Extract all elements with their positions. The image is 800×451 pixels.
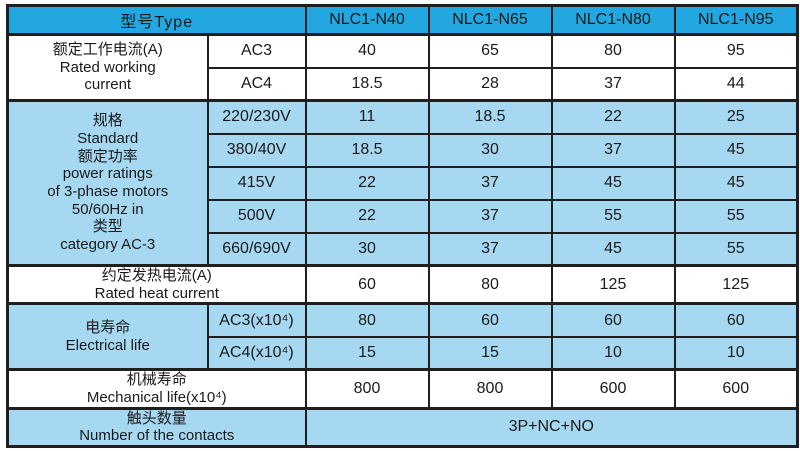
value-cell: 37 [427, 231, 553, 267]
value-cell: 800 [304, 368, 430, 410]
value-cell: 60 [304, 263, 430, 305]
rated-heat-current-row: 约定发热电流(A) Rated heat current 60 80 125 1… [6, 263, 799, 305]
value-cell: 600 [550, 368, 676, 410]
value-cell: 125 [550, 263, 676, 305]
ac4-x10-4-sublabel: AC4(x10⁴) [206, 335, 307, 371]
power-rating-380-40v-row: 380/40V 18.5 30 37 45 [8, 132, 799, 168]
contactor-spec-table: 型号Type NLC1-N40 NLC1-N65 NLC1-N80 NLC1-N… [6, 4, 800, 449]
value-cell: 55 [673, 198, 799, 234]
value-cell: 95 [673, 33, 799, 69]
value-cell: 40 [304, 33, 430, 69]
mechanical-life-label: 机械寿命 Mechanical life(x10⁴) [6, 368, 307, 410]
value-cell: 37 [427, 165, 553, 201]
value-cell: 18.5 [427, 99, 553, 135]
voltage-sublabel: 380/40V [206, 132, 307, 168]
value-cell: 80 [304, 302, 430, 338]
rated-working-current-label: 额定工作电流(A) Rated working current [6, 33, 209, 102]
voltage-sublabel: 415V [206, 165, 307, 201]
voltage-sublabel: 660/690V [206, 231, 307, 267]
value-cell: 45 [550, 165, 676, 201]
value-cell: 125 [673, 263, 799, 305]
voltage-sublabel: 220/230V [206, 99, 307, 135]
model-header-nlc1-n40: NLC1-N40 [304, 4, 430, 36]
contacts-label: 触头数量 Number of the contacts [6, 406, 307, 448]
contacts-row: 触头数量 Number of the contacts 3P+NC+NO [6, 406, 799, 448]
value-cell: 60 [427, 302, 553, 338]
value-cell: 11 [304, 99, 430, 135]
value-cell: 60 [550, 302, 676, 338]
value-cell: 37 [427, 198, 553, 234]
value-cell: 60 [673, 302, 799, 338]
model-header-nlc1-n65: NLC1-N65 [427, 4, 553, 36]
electrical-life-ac3-row: 电寿命 Electrical life AC3(x10⁴) 80 60 60 6… [6, 302, 799, 371]
type-header-cell: 型号Type [6, 4, 307, 36]
power-rating-660-690v-row: 660/690V 30 37 45 55 [8, 231, 799, 267]
value-cell: 15 [304, 335, 430, 371]
value-cell: 800 [427, 368, 553, 410]
power-rating-220-230v-row: 规格 Standard 额定功率 power ratings of 3-phas… [6, 99, 799, 267]
value-cell: 45 [550, 231, 676, 267]
rated-working-current-ac4-row: AC4 18.5 28 37 44 [8, 66, 799, 102]
electrical-life-label: 电寿命 Electrical life [6, 302, 209, 371]
voltage-sublabel: 500V [206, 198, 307, 234]
value-cell: 600 [673, 368, 799, 410]
value-cell: 45 [673, 132, 799, 168]
ac3-sublabel: AC3 [206, 33, 307, 69]
value-cell: 28 [427, 66, 553, 102]
value-cell: 15 [427, 335, 553, 371]
contacts-value-cell: 3P+NC+NO [304, 406, 799, 448]
power-rating-500v-row: 500V 22 37 55 55 [8, 198, 799, 234]
value-cell: 18.5 [304, 132, 430, 168]
value-cell: 37 [550, 132, 676, 168]
value-cell: 55 [550, 198, 676, 234]
value-cell: 45 [673, 165, 799, 201]
electrical-life-ac4-row: AC4(x10⁴) 15 15 10 10 [8, 335, 799, 371]
model-header-nlc1-n95: NLC1-N95 [673, 4, 799, 36]
value-cell: 22 [304, 165, 430, 201]
value-cell: 30 [304, 231, 430, 267]
rated-heat-current-label: 约定发热电流(A) Rated heat current [6, 263, 307, 305]
value-cell: 44 [673, 66, 799, 102]
rated-working-current-ac3-row: 额定工作电流(A) Rated working current AC3 40 6… [6, 33, 799, 102]
power-rating-415v-row: 415V 22 37 45 45 [8, 165, 799, 201]
header-row: 型号Type NLC1-N40 NLC1-N65 NLC1-N80 NLC1-N… [6, 4, 799, 36]
value-cell: 30 [427, 132, 553, 168]
value-cell: 25 [673, 99, 799, 135]
value-cell: 80 [550, 33, 676, 69]
value-cell: 22 [550, 99, 676, 135]
model-header-nlc1-n80: NLC1-N80 [550, 4, 676, 36]
value-cell: 22 [304, 198, 430, 234]
value-cell: 55 [673, 231, 799, 267]
value-cell: 80 [427, 263, 553, 305]
value-cell: 10 [673, 335, 799, 371]
power-ratings-label: 规格 Standard 额定功率 power ratings of 3-phas… [6, 99, 209, 267]
value-cell: 10 [550, 335, 676, 371]
ac4-sublabel: AC4 [206, 66, 307, 102]
value-cell: 18.5 [304, 66, 430, 102]
value-cell: 37 [550, 66, 676, 102]
value-cell: 65 [427, 33, 553, 69]
ac3-x10-4-sublabel: AC3(x10⁴) [206, 302, 307, 338]
mechanical-life-row: 机械寿命 Mechanical life(x10⁴) 800 800 600 6… [6, 368, 799, 410]
